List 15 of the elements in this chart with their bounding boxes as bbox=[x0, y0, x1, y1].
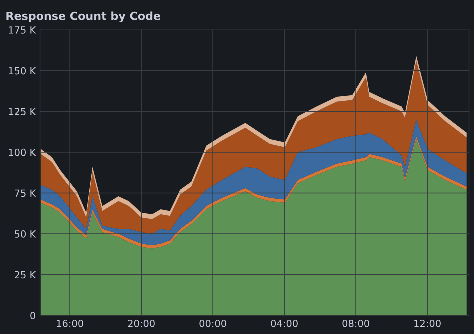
y-tick-label: 125 K bbox=[9, 108, 36, 116]
y-tick-label: 50 K bbox=[15, 230, 36, 238]
x-tick-label: 04:00 bbox=[271, 320, 298, 328]
y-tick-label: 100 K bbox=[9, 148, 36, 156]
y-tick-label: 150 K bbox=[9, 67, 36, 75]
y-tick-label: 175 K bbox=[9, 26, 36, 34]
x-tick-label: 20:00 bbox=[128, 320, 155, 328]
x-tick-label: 12:00 bbox=[414, 320, 441, 328]
y-tick-label: 25 K bbox=[15, 271, 36, 279]
y-tick-label: 75 K bbox=[15, 190, 36, 198]
x-tick-label: 08:00 bbox=[342, 320, 370, 328]
y-tick-label: 0 bbox=[30, 312, 36, 320]
x-tick-label: 00:00 bbox=[200, 320, 226, 328]
chart-title: Response Count by Code bbox=[6, 12, 160, 23]
x-tick-label: 16:00 bbox=[57, 320, 84, 328]
